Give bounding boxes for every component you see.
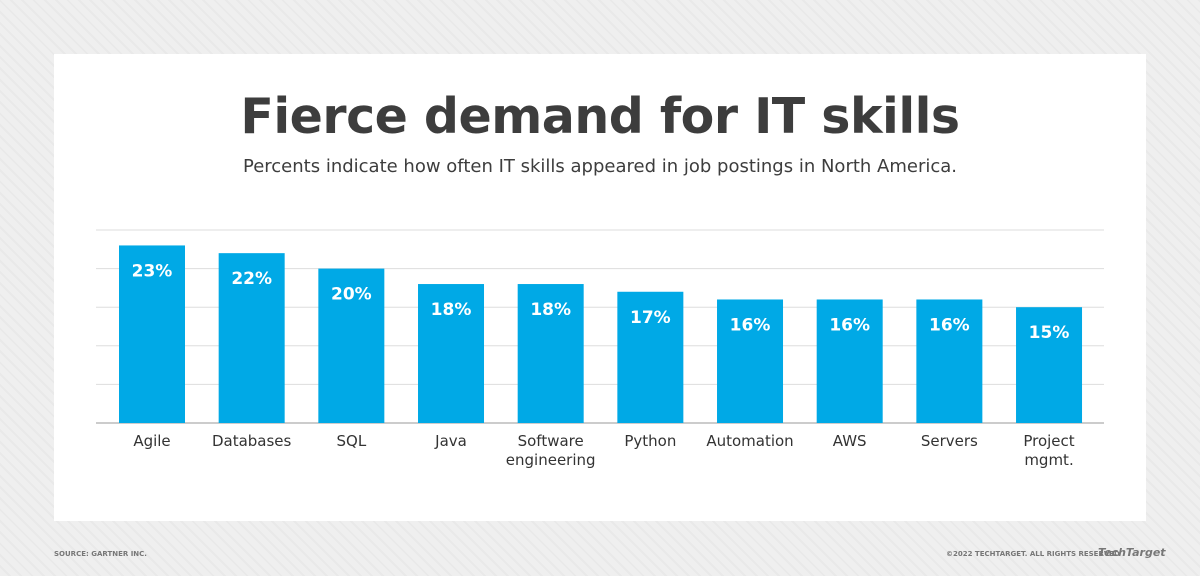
x-tick-label: Agile	[133, 432, 171, 450]
value-label: 17%	[630, 308, 671, 328]
bar	[916, 299, 983, 423]
bar	[816, 299, 883, 423]
value-label: 18%	[431, 300, 472, 320]
x-tick-label: Project mgmt.	[1023, 432, 1075, 469]
bar	[517, 284, 584, 423]
x-tick-label: Software engineering	[505, 432, 596, 469]
value-label: 20%	[331, 285, 372, 305]
value-label: 15%	[1029, 323, 1070, 343]
bar	[717, 299, 784, 423]
x-tick-label: AWS	[832, 432, 867, 450]
bar	[1016, 307, 1083, 423]
brand-logo: TechTarget	[1098, 546, 1166, 559]
chart-title: Fierce demand for IT skills	[240, 88, 960, 145]
value-label: 22%	[231, 269, 272, 289]
chart-subtitle: Percents indicate how often IT skills ap…	[242, 156, 957, 177]
value-label: 23%	[132, 261, 173, 281]
bar	[418, 284, 485, 423]
value-label: 16%	[829, 315, 870, 335]
x-tick-label: SQL	[336, 432, 367, 450]
value-label: 16%	[929, 315, 970, 335]
bar	[218, 253, 285, 423]
x-tick-label: Python	[624, 432, 677, 450]
x-tick-label: Servers	[920, 432, 978, 450]
bar	[119, 245, 185, 423]
x-tick-label: Automation	[706, 432, 794, 450]
copyright: ©2022 TECHTARGET. ALL RIGHTS RESERVED	[946, 550, 1120, 558]
value-label: 16%	[730, 315, 771, 335]
source: SOURCE: GARTNER INC.	[54, 550, 147, 558]
x-tick-label: Databases	[211, 432, 292, 450]
bar	[617, 291, 684, 423]
bar	[318, 268, 385, 423]
x-tick-label: Java	[435, 432, 467, 450]
value-label: 18%	[530, 300, 571, 320]
